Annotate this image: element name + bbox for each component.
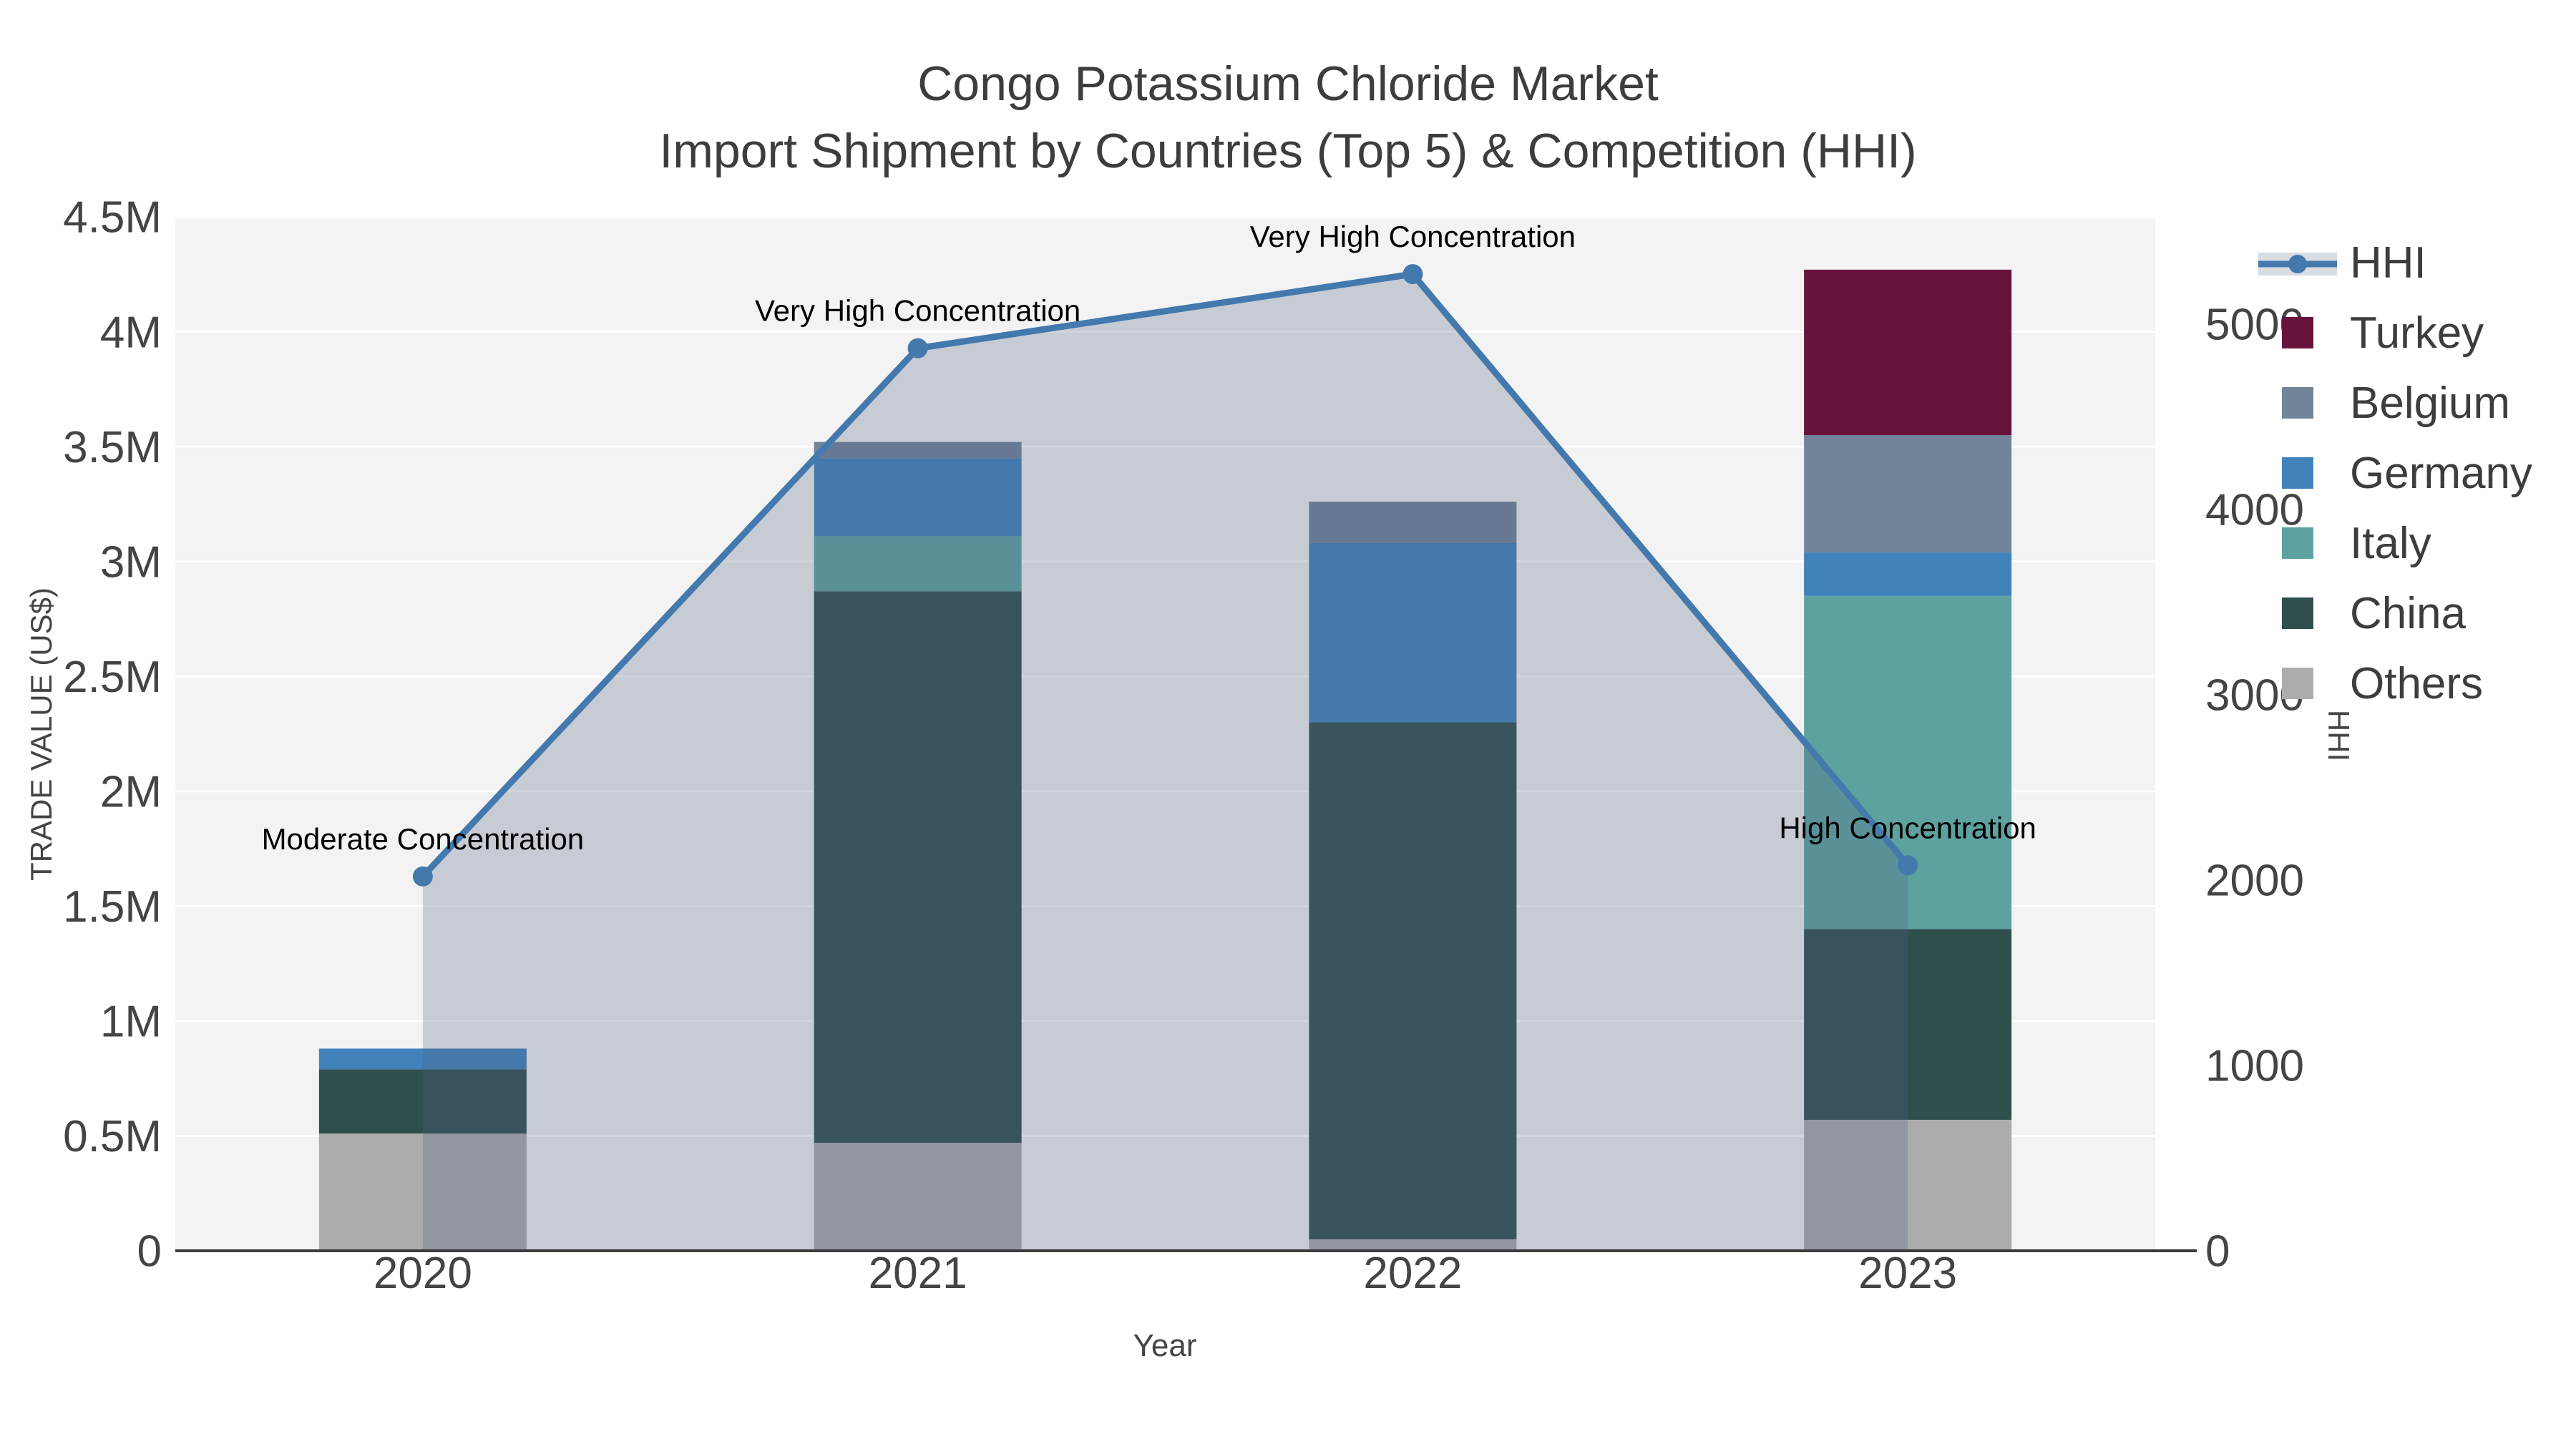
bar-segment-germany-2023[interactable] xyxy=(1804,552,2012,596)
annotation-2023: High Concentration xyxy=(1779,811,2036,844)
bar-segment-china-2023[interactable] xyxy=(1804,929,2012,1120)
bar-segment-belgium-2023[interactable] xyxy=(1804,435,2012,552)
legend-item-hhi[interactable]: HHI xyxy=(2254,228,2532,298)
legend-item-china[interactable]: China xyxy=(2254,578,2532,648)
bar-segment-italy-2021[interactable] xyxy=(814,536,1022,592)
annotation-2021: Very High Concentration xyxy=(755,294,1080,328)
y-left-tick-label: 0.5M xyxy=(63,1112,162,1161)
legend: HHI Turkey Belgium Germany Italy China Others xyxy=(2254,228,2532,718)
legend-label: China xyxy=(2350,588,2466,638)
legend-swatch-icon xyxy=(2254,438,2341,508)
hhi-marker-2020[interactable] xyxy=(412,866,433,887)
legend-item-italy[interactable]: Italy xyxy=(2254,508,2532,578)
legend-label: Italy xyxy=(2350,518,2431,568)
legend-label: Turkey xyxy=(2350,308,2484,358)
chart-title-line-2: Import Shipment by Countries (Top 5) & C… xyxy=(659,124,1917,178)
y-left-tick-label: 2.5M xyxy=(63,653,162,702)
chart-title-line-1: Congo Potassium Chloride Market xyxy=(917,57,1659,111)
chart-title: Congo Potassium Chloride Market Import S… xyxy=(0,50,2576,185)
x-tick-label-2023: 2023 xyxy=(1858,1249,1957,1298)
hhi-marker-2022[interactable] xyxy=(1402,264,1423,285)
y-left-tick-label: 3.5M xyxy=(63,423,162,472)
y-axis-left-title: TRADE VALUE (US$) xyxy=(24,587,58,881)
hhi-marker-2021[interactable] xyxy=(907,338,928,358)
y-right-tick-label: 0 xyxy=(2205,1227,2230,1277)
annotation-2022: Very High Concentration xyxy=(1250,220,1576,253)
x-tick-label-2022: 2022 xyxy=(1363,1249,1462,1298)
bar-segment-china-2021[interactable] xyxy=(814,591,1022,1143)
legend-swatch-icon xyxy=(2254,368,2341,438)
bar-segment-others-2022[interactable] xyxy=(1309,1239,1517,1251)
y-left-tick-label: 0 xyxy=(137,1227,162,1277)
bar-segment-turkey-2023[interactable] xyxy=(1804,269,2012,436)
bar-segment-germany-2020[interactable] xyxy=(318,1048,527,1070)
hhi-line-icon xyxy=(2254,228,2341,298)
y-left-tick-label: 4M xyxy=(100,308,162,357)
hhi-marker-2023[interactable] xyxy=(1898,855,1918,876)
bar-segment-belgium-2022[interactable] xyxy=(1309,502,1517,543)
legend-swatch-icon xyxy=(2254,508,2341,578)
hhi-area-fill xyxy=(422,274,1908,1251)
bar-segment-others-2021[interactable] xyxy=(814,1143,1022,1251)
bar-segment-germany-2022[interactable] xyxy=(1309,542,1517,723)
bar-segment-china-2020[interactable] xyxy=(318,1069,527,1134)
legend-item-others[interactable]: Others xyxy=(2254,648,2532,718)
legend-item-turkey[interactable]: Turkey xyxy=(2254,298,2532,368)
y-left-tick-label: 2M xyxy=(100,767,162,816)
legend-label: Others xyxy=(2350,658,2484,708)
x-tick-label-2021: 2021 xyxy=(869,1249,967,1298)
bar-segment-belgium-2021[interactable] xyxy=(814,441,1022,459)
y-right-tick-label: 1000 xyxy=(2205,1042,2304,1091)
legend-swatch-icon xyxy=(2254,298,2341,368)
y-left-tick-label: 1M xyxy=(100,997,162,1047)
legend-swatch-icon xyxy=(2254,648,2341,718)
y-right-tick-label: 4000 xyxy=(2205,486,2304,535)
legend-item-germany[interactable]: Germany xyxy=(2254,438,2532,508)
legend-label: Belgium xyxy=(2350,378,2510,428)
legend-label: Germany xyxy=(2350,448,2532,498)
y-right-tick-label: 2000 xyxy=(2205,857,2304,906)
bar-segment-others-2020[interactable] xyxy=(318,1133,527,1251)
y-left-tick-label: 3M xyxy=(100,537,162,587)
y-axis-right-title: HHI xyxy=(2322,710,2356,761)
hhi-line[interactable] xyxy=(420,270,1911,879)
bar-segment-others-2023[interactable] xyxy=(1804,1119,2012,1251)
y-left-tick-label: 1.5M xyxy=(63,882,162,932)
bar-segment-china-2022[interactable] xyxy=(1309,722,1517,1239)
x-axis-title: Year xyxy=(1133,1328,1197,1363)
legend-item-belgium[interactable]: Belgium xyxy=(2254,368,2532,438)
x-tick-label-2020: 2020 xyxy=(374,1249,472,1298)
annotation-2020: Moderate Concentration xyxy=(262,822,585,856)
legend-swatch-icon xyxy=(2254,578,2341,648)
legend-label: HHI xyxy=(2350,238,2426,288)
bar-segment-germany-2021[interactable] xyxy=(814,458,1022,537)
y-left-tick-label: 4.5M xyxy=(63,193,162,243)
